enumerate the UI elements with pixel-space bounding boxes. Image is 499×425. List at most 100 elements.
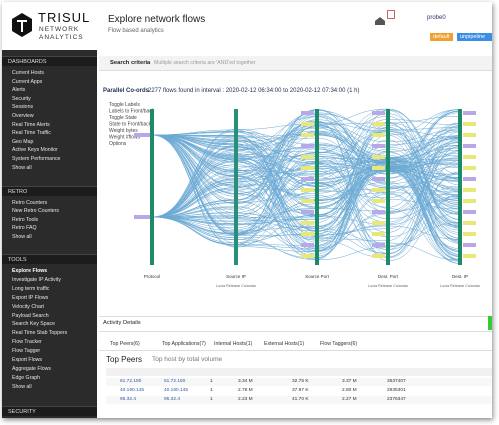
axis-tag bbox=[463, 221, 476, 225]
nav-item[interactable]: Show all bbox=[12, 233, 32, 240]
peers-subheading: Top host by total volume bbox=[152, 356, 223, 363]
flow-line bbox=[151, 137, 461, 255]
nav-item[interactable]: Aggregate Flows bbox=[12, 365, 51, 372]
nav-item[interactable]: Current Hosts bbox=[12, 70, 44, 76]
nav-item[interactable]: Real Time Stab Toppers bbox=[12, 330, 68, 337]
nav-item[interactable]: Active Keys Monitor bbox=[12, 147, 58, 154]
pc-summary: 2277 flows found in interval : 2020-02-1… bbox=[148, 88, 360, 94]
nav-item[interactable]: Security bbox=[12, 95, 31, 102]
cell: 2376347 bbox=[387, 397, 406, 402]
cell: 1 bbox=[210, 388, 213, 393]
axis-footer: Lucia Release Colonias bbox=[368, 284, 408, 288]
tab[interactable]: Top Applications(7) bbox=[162, 341, 206, 347]
nav-item[interactable]: Export IP Flows bbox=[12, 294, 49, 301]
section-header[interactable]: RETRO bbox=[2, 186, 97, 196]
tab[interactable]: Internal Hosts(1) bbox=[214, 341, 253, 347]
section-header[interactable]: TOOLS bbox=[2, 254, 97, 264]
badge[interactable]: default bbox=[430, 33, 453, 41]
axis-tag bbox=[372, 221, 385, 225]
axis-tag bbox=[463, 111, 476, 115]
home-icon[interactable] bbox=[374, 16, 386, 26]
axis-tag bbox=[463, 243, 476, 247]
nav-item[interactable]: Payload Search bbox=[12, 312, 49, 319]
tab[interactable]: Flow Taggers(6) bbox=[320, 341, 358, 347]
axis-tag bbox=[301, 111, 314, 115]
nav-item[interactable]: Retro Counters bbox=[12, 200, 48, 206]
cell: 3.34 M bbox=[238, 379, 253, 384]
brand-sub: NETWORK bbox=[39, 26, 80, 33]
axis-tag bbox=[301, 254, 314, 258]
axis-footer: Lucia Release Colonias bbox=[216, 284, 256, 288]
tab[interactable]: Top Peers(6) bbox=[110, 341, 140, 347]
axis bbox=[386, 109, 390, 265]
nav-item[interactable]: Export Flows bbox=[12, 357, 42, 363]
section-header[interactable]: SECURITY bbox=[2, 406, 97, 416]
axis-tag bbox=[372, 254, 385, 258]
axis-tag bbox=[463, 166, 476, 170]
logo-area: TRISUL NETWORK ANALYTICS bbox=[2, 2, 97, 50]
axis-tag bbox=[463, 254, 476, 258]
nav-item[interactable]: Flow Tagger bbox=[12, 348, 41, 355]
nav-item[interactable]: Alerts bbox=[12, 87, 26, 94]
axis-label: Protocol bbox=[144, 274, 161, 279]
pc-option: Weight #flows bbox=[109, 135, 141, 141]
flow-line bbox=[151, 134, 461, 232]
nav-item[interactable]: Edge Graph bbox=[12, 374, 40, 381]
nav-item[interactable]: Retro FAQ bbox=[12, 225, 37, 232]
cell: 2.80 M bbox=[342, 388, 357, 393]
axis-tag bbox=[301, 243, 314, 247]
window: TRISUL NETWORK ANALYTICS Explore network… bbox=[2, 2, 492, 418]
nav-item[interactable]: Velocity Chart bbox=[12, 303, 45, 310]
nav-item[interactable]: Long term traffic bbox=[12, 285, 50, 292]
nav-item[interactable]: Real Time Traffic bbox=[12, 130, 51, 137]
section-header[interactable]: DASHBOARDS bbox=[2, 56, 97, 66]
nav-item[interactable]: New Retro Counters bbox=[12, 208, 59, 215]
cell: 2.23 M bbox=[238, 397, 253, 402]
probe-select[interactable]: probe0 bbox=[427, 15, 446, 21]
activity-bar bbox=[99, 316, 492, 332]
page-title: Explore network flows bbox=[108, 14, 206, 25]
pc-option: State to Front/back bbox=[109, 122, 152, 128]
nav-item[interactable]: Overview bbox=[12, 113, 34, 119]
brand: TRISUL bbox=[38, 10, 91, 25]
axis-tag bbox=[463, 133, 476, 137]
cell: 40.190.145 bbox=[164, 388, 189, 393]
flow-line bbox=[151, 134, 461, 250]
tab[interactable]: External Hosts(1) bbox=[264, 341, 305, 347]
nav-item[interactable]: Investigate IP Activity bbox=[12, 276, 61, 283]
axis-tag bbox=[301, 166, 314, 170]
axis-tag bbox=[372, 155, 385, 159]
peers-heading: Top Peers bbox=[106, 355, 143, 364]
cell: 3.37 M bbox=[342, 379, 357, 384]
nav-item[interactable]: Show all bbox=[12, 164, 32, 171]
pc-title: Parallel Co-ords bbox=[103, 88, 150, 94]
nav-item[interactable]: Current Apps bbox=[12, 78, 43, 85]
search-bar[interactable] bbox=[99, 56, 492, 71]
nav-item[interactable]: Flow Tracker bbox=[12, 339, 42, 346]
nav-item[interactable]: Retro Tools bbox=[12, 216, 39, 223]
axis-tag bbox=[301, 210, 314, 214]
nav-item[interactable]: Show all bbox=[12, 383, 32, 390]
flow-line bbox=[151, 166, 461, 261]
nav-item[interactable]: Explore Flows bbox=[12, 268, 48, 274]
brand-sub: ANALYTICS bbox=[39, 34, 84, 41]
row-bg bbox=[106, 378, 492, 386]
axis-tag bbox=[301, 122, 314, 126]
cell: 2.27 M bbox=[342, 397, 357, 402]
search-title[interactable]: Search criteria bbox=[110, 60, 151, 66]
page-subtitle: Flow based analytics bbox=[108, 28, 164, 34]
nav-item[interactable]: Search Key Space bbox=[12, 321, 55, 328]
nav-item[interactable]: Real Time Alerts bbox=[12, 121, 50, 128]
nav-item[interactable]: Geo Map bbox=[12, 138, 34, 145]
flow-line bbox=[151, 116, 461, 236]
axis-tag bbox=[463, 122, 476, 126]
axis-tag bbox=[301, 232, 314, 236]
axis-tag bbox=[463, 177, 476, 181]
badge[interactable]: unpipeline bbox=[457, 33, 492, 41]
nav-item[interactable]: System Performance bbox=[12, 156, 61, 162]
nav-item[interactable]: Sessions bbox=[12, 104, 34, 111]
cell: 61.72.150 bbox=[164, 379, 186, 384]
doc-icon[interactable] bbox=[387, 10, 395, 19]
